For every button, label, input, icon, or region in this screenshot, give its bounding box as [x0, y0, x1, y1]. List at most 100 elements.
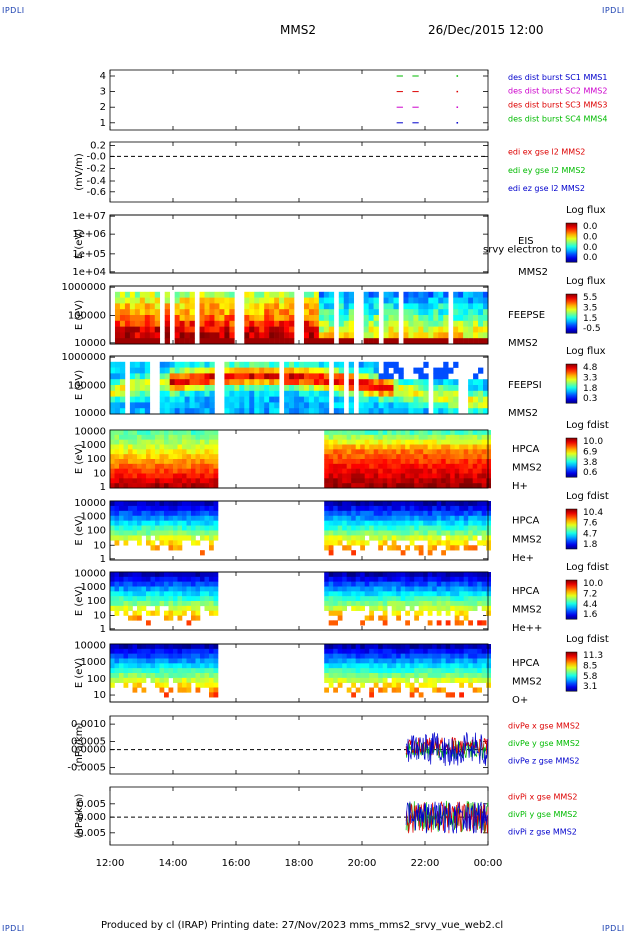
- spectrogram-cell: [159, 385, 166, 392]
- spectrogram-cell: [481, 449, 487, 455]
- spectrogram-cell: [308, 332, 315, 339]
- spectrogram-cell: [355, 530, 361, 536]
- legend-entry: divPi x gse MMS2: [508, 792, 577, 801]
- spectrogram-cell: [454, 601, 460, 607]
- spectrogram-cell: [481, 677, 487, 683]
- spectrogram-cell: [382, 535, 388, 541]
- spectrogram-cell: [408, 390, 414, 397]
- spectrogram-cell: [328, 332, 335, 339]
- spectrogram-cell: [396, 473, 401, 479]
- spectrogram-cell: [146, 454, 151, 460]
- spectrogram-cell: [189, 379, 195, 386]
- spectrogram-cell: [481, 473, 487, 479]
- spectrogram-cell: [418, 510, 424, 517]
- spectrogram-cell: [264, 309, 270, 316]
- spectrogram-cell: [427, 454, 433, 460]
- spectrogram-cell: [342, 535, 347, 541]
- spectrogram-cell: [119, 320, 126, 327]
- spectrogram-cell: [328, 581, 334, 587]
- spectrogram-cell: [195, 610, 201, 616]
- spectrogram-cell: [478, 332, 484, 339]
- spectrogram-cell: [378, 515, 383, 521]
- spectrogram-cell: [368, 402, 374, 409]
- spectrogram-cell: [432, 449, 437, 455]
- spectrogram-cell: [128, 601, 133, 607]
- spectrogram-cell: [173, 459, 178, 465]
- spectrogram-cell: [396, 668, 401, 674]
- spectrogram-cell: [468, 454, 473, 460]
- spectrogram-cell: [382, 454, 388, 460]
- spectrogram-cell: [438, 408, 444, 415]
- spectrogram-cell: [168, 648, 174, 654]
- spectrogram-cell: [234, 379, 240, 386]
- spectrogram-cell: [346, 648, 352, 654]
- spectrogram-cell: [427, 648, 433, 654]
- spectrogram-cell: [129, 373, 136, 380]
- spectrogram-cell: [179, 315, 185, 322]
- spectrogram-cell: [378, 449, 383, 455]
- spectrogram-cell: [114, 326, 121, 333]
- spectrogram-cell: [174, 373, 180, 380]
- spectrogram-cell: [132, 530, 138, 536]
- spectrogram-cell: [373, 530, 379, 536]
- spectrogram-cell: [486, 530, 491, 536]
- spectrogram-cell: [409, 463, 415, 469]
- spectrogram-cell: [441, 520, 446, 526]
- spectrogram-cell: [387, 591, 392, 597]
- spectrogram-cell: [432, 501, 437, 507]
- spectrogram-cell: [463, 326, 469, 333]
- spectrogram-cell: [168, 468, 174, 474]
- spectrogram-cell: [155, 648, 160, 654]
- spectrogram-cell: [324, 459, 329, 465]
- spectrogram-cell: [409, 648, 415, 654]
- spectrogram-cell: [168, 545, 174, 551]
- spectrogram-cell: [438, 385, 444, 392]
- spectrogram-cell: [159, 379, 166, 386]
- spectrogram-cell: [195, 658, 201, 664]
- spectrogram-cell: [443, 332, 449, 339]
- y-tick-label: 100: [87, 674, 106, 685]
- spectrogram-cell: [477, 525, 482, 531]
- spectrogram-cell: [338, 385, 345, 392]
- spectrogram-cell: [159, 535, 165, 541]
- spectrogram-cell: [388, 396, 394, 403]
- spectrogram-cell: [348, 309, 355, 316]
- spectrogram-cell: [468, 315, 474, 322]
- y-axis-label: E (eV): [74, 658, 85, 688]
- spectrogram-cell: [441, 454, 446, 460]
- spectrogram-cell: [436, 687, 442, 693]
- spectrogram-cell: [418, 601, 424, 607]
- spectrogram-cell: [209, 605, 214, 611]
- spectrogram-cell: [191, 483, 196, 489]
- spectrogram-cell: [441, 648, 446, 654]
- spectrogram-cell: [418, 653, 424, 659]
- spectrogram-cell: [360, 454, 365, 460]
- spectrogram-cell: [318, 291, 325, 298]
- spectrogram-cell: [346, 505, 352, 512]
- spectrogram-cell: [393, 315, 399, 322]
- spectrogram-cell: [360, 439, 365, 445]
- spectrogram-cell: [168, 535, 174, 541]
- spectrogram-cell: [200, 430, 205, 436]
- spectrogram-cell: [159, 581, 165, 587]
- y-tick-label: 10: [93, 611, 106, 622]
- spectrogram-cell: [199, 390, 205, 397]
- spectrogram-cell: [414, 615, 419, 621]
- spectrogram-cell: [204, 658, 210, 664]
- panel-frame: [109, 285, 489, 345]
- spectrogram-cell: [427, 434, 433, 440]
- spectrogram-cell: [200, 572, 205, 578]
- spectrogram-cell: [405, 677, 410, 683]
- spectrogram-cell: [313, 373, 320, 380]
- spectrogram-cell: [396, 572, 401, 578]
- spectrogram-cell: [132, 478, 138, 484]
- spectrogram-cell: [343, 297, 350, 304]
- spectrogram-cell: [423, 576, 428, 582]
- spectrogram-cell: [259, 332, 265, 339]
- spectrogram-cell: [144, 402, 151, 409]
- spectrogram-cell: [468, 668, 473, 674]
- spectrogram-cell: [441, 572, 446, 578]
- spectrogram-cell: [199, 408, 205, 415]
- spectrogram-cell: [299, 408, 305, 415]
- spectrogram-cell: [110, 473, 115, 479]
